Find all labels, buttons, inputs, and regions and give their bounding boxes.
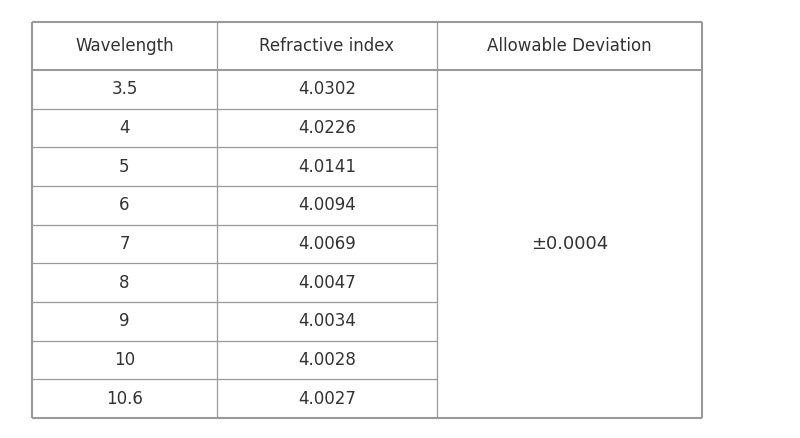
Text: 4.0028: 4.0028 bbox=[298, 351, 356, 369]
Text: 10.6: 10.6 bbox=[106, 390, 143, 408]
Text: 3.5: 3.5 bbox=[111, 80, 138, 99]
Bar bbox=[32, 22, 702, 418]
Text: 4.0302: 4.0302 bbox=[298, 80, 356, 99]
Text: 4.0226: 4.0226 bbox=[298, 119, 356, 137]
Text: 4.0027: 4.0027 bbox=[298, 390, 356, 408]
Text: Refractive index: Refractive index bbox=[259, 37, 394, 55]
Text: 8: 8 bbox=[119, 274, 130, 292]
Text: Allowable Deviation: Allowable Deviation bbox=[487, 37, 652, 55]
Text: 4.0047: 4.0047 bbox=[298, 274, 356, 292]
Text: 4.0069: 4.0069 bbox=[298, 235, 356, 253]
Text: ±0.0004: ±0.0004 bbox=[531, 235, 608, 253]
Text: 4: 4 bbox=[119, 119, 130, 137]
Text: 4.0034: 4.0034 bbox=[298, 312, 356, 330]
Text: 6: 6 bbox=[119, 196, 130, 214]
Text: 4.0094: 4.0094 bbox=[298, 196, 356, 214]
Text: 7: 7 bbox=[119, 235, 130, 253]
Text: 4.0141: 4.0141 bbox=[298, 158, 356, 176]
Text: 9: 9 bbox=[119, 312, 130, 330]
Text: Wavelength: Wavelength bbox=[75, 37, 174, 55]
Text: 10: 10 bbox=[114, 351, 135, 369]
Text: 5: 5 bbox=[119, 158, 130, 176]
